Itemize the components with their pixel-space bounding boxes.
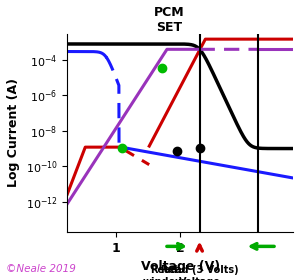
X-axis label: Voltage (V): Voltage (V) xyxy=(141,260,220,273)
Y-axis label: Log Current (A): Log Current (A) xyxy=(7,78,20,187)
Text: Read
window: Read window xyxy=(143,265,185,280)
Text: Read (3 Volts)
Voltage: Read (3 Volts) Voltage xyxy=(161,265,238,280)
Title: PCM
SET: PCM SET xyxy=(154,6,184,34)
Text: ©Neale 2019: ©Neale 2019 xyxy=(6,264,76,274)
